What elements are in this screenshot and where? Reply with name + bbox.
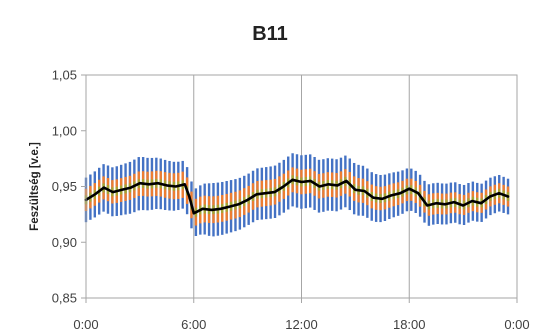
y-tick-label: 1,00 (52, 123, 77, 138)
mean-voltage-line (84, 178, 510, 215)
y-tick-label: 0,85 (52, 291, 77, 306)
band-layer (84, 153, 510, 237)
tick-label-layer: 0,85 0,90 0,95 1,00 1,05 0:00 6:00 12:00 18:00 0:… (52, 68, 530, 333)
x-tick-label: 0:00 (73, 317, 98, 332)
x-tick-label: 18:00 (393, 317, 426, 332)
x-tick-label: 12:00 (285, 317, 318, 332)
mean-line-layer (84, 178, 510, 215)
chart-title: B11 (252, 23, 288, 45)
y-tick-label: 1,05 (52, 68, 77, 83)
x-tick-label: 0:00 (504, 317, 529, 332)
x-tick-label: 6:00 (181, 317, 206, 332)
y-tick-label: 0,90 (52, 235, 77, 250)
y-tick-label: 0,95 (52, 179, 77, 194)
y-axis-label: Feszültség [v.e.] (29, 142, 41, 231)
axis-layer (81, 74, 518, 303)
